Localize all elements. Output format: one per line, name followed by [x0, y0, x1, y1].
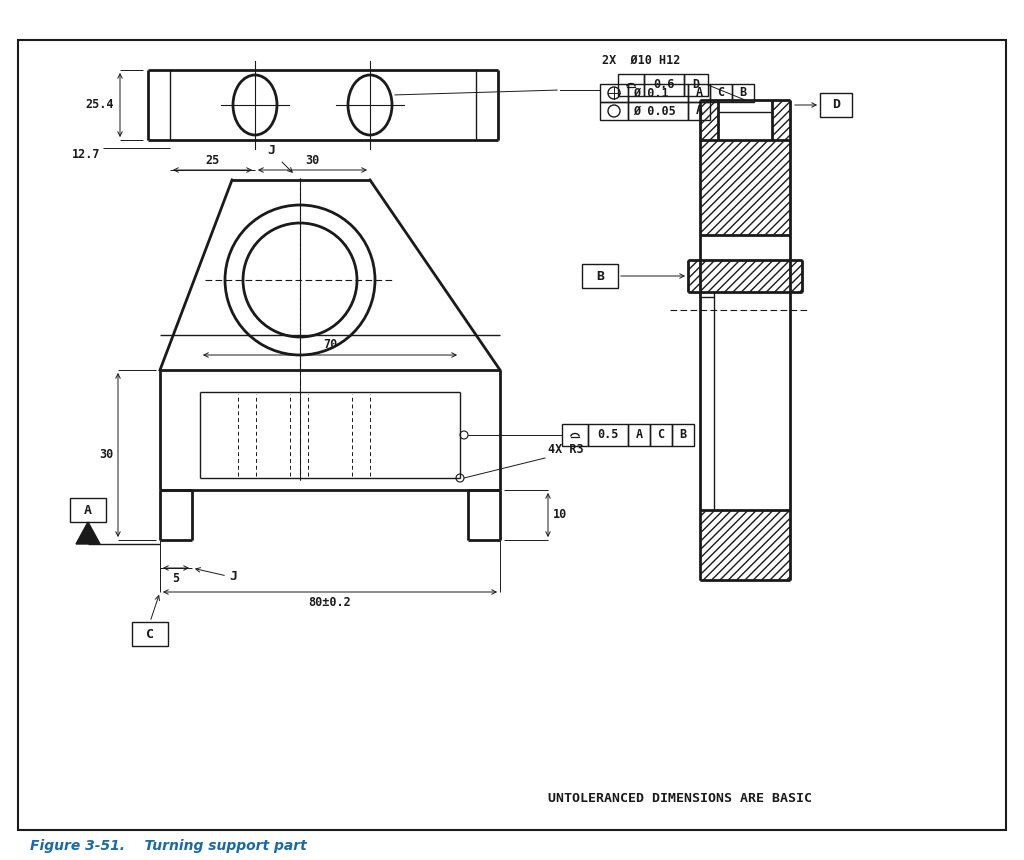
Text: 25: 25 — [206, 154, 219, 167]
Text: 10: 10 — [553, 508, 567, 521]
Bar — [650, 424, 672, 446]
Bar — [628, 102, 688, 120]
Text: UNTOLERANCED DIMENSIONS ARE BASIC: UNTOLERANCED DIMENSIONS ARE BASIC — [548, 791, 812, 804]
Text: 12.7: 12.7 — [72, 148, 100, 161]
Polygon shape — [76, 522, 100, 544]
Text: A: A — [636, 428, 643, 441]
Bar — [672, 424, 694, 446]
Bar — [820, 93, 852, 117]
Text: 80±0.2: 80±0.2 — [308, 596, 351, 609]
Text: Ø 0.05: Ø 0.05 — [633, 105, 676, 118]
Text: 5: 5 — [172, 572, 179, 585]
Text: A: A — [695, 87, 702, 100]
Bar — [628, 424, 650, 446]
Text: D: D — [831, 99, 840, 112]
Text: J: J — [229, 569, 237, 582]
Bar — [582, 264, 618, 288]
Text: 25.4: 25.4 — [85, 99, 114, 112]
Text: A: A — [695, 105, 702, 118]
Bar — [688, 102, 710, 120]
Text: B: B — [739, 87, 746, 100]
Bar — [684, 74, 708, 96]
Text: C: C — [146, 628, 154, 641]
Bar — [688, 84, 710, 102]
Text: 2X  Ø10 H12: 2X Ø10 H12 — [602, 54, 680, 67]
Text: C: C — [718, 87, 725, 100]
Text: Ø 0.1: Ø 0.1 — [633, 87, 669, 100]
Text: A: A — [84, 503, 92, 517]
Text: 30: 30 — [305, 154, 319, 167]
Text: 30: 30 — [98, 449, 113, 462]
Text: B: B — [680, 428, 686, 441]
Text: Figure 3-51.    Turning support part: Figure 3-51. Turning support part — [30, 839, 307, 853]
Text: 4X R3: 4X R3 — [548, 443, 584, 456]
Bar — [732, 84, 754, 102]
Bar — [562, 424, 588, 446]
Bar — [588, 424, 628, 446]
Text: B: B — [596, 269, 604, 282]
Bar — [710, 84, 732, 102]
Bar — [618, 74, 644, 96]
Bar — [70, 498, 106, 522]
Bar — [600, 102, 628, 120]
Text: 0.5: 0.5 — [597, 428, 618, 441]
Bar — [628, 84, 688, 102]
Text: C: C — [657, 428, 665, 441]
Text: 70: 70 — [323, 338, 337, 351]
Text: 0.6: 0.6 — [653, 78, 675, 91]
Bar — [644, 74, 684, 96]
Bar — [132, 622, 168, 646]
Text: D: D — [692, 78, 699, 91]
Bar — [600, 84, 628, 102]
Text: J: J — [267, 144, 275, 157]
